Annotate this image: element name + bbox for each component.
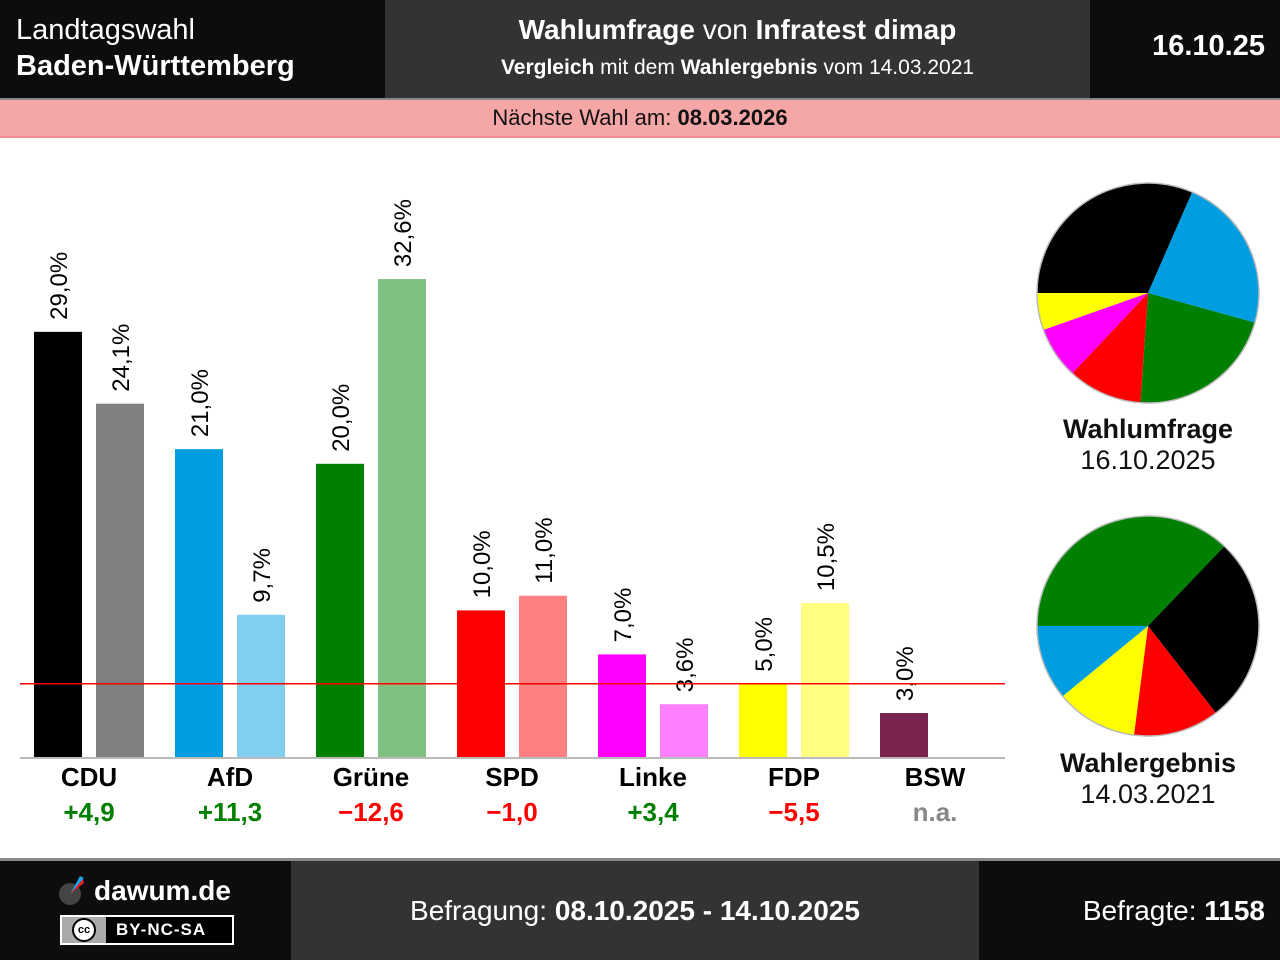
pie-poll-title: Wahlumfrage xyxy=(1062,414,1233,444)
subtitle-bold-a: Vergleich xyxy=(500,56,595,79)
license-text: BY-NC-SA xyxy=(116,920,207,939)
change-label-linke: +3,4 xyxy=(627,797,679,827)
next-election-date: 08.03.2026 xyxy=(677,105,788,130)
bar-poll-linke xyxy=(598,654,646,757)
bar-poll-bsw xyxy=(880,713,928,757)
license-badge[interactable]: cc BY-NC-SA xyxy=(60,915,234,945)
dawum-logo-icon xyxy=(59,876,84,905)
bar-result-afd xyxy=(237,614,285,757)
value-label-poll-grüne: 20,0% xyxy=(328,384,355,452)
survey-period-label: Befragung: xyxy=(410,895,555,926)
value-label-poll-bsw: 3,0% xyxy=(892,646,919,701)
respondents-label: Befragte: xyxy=(1082,895,1205,926)
value-label-poll-spd: 10,0% xyxy=(469,530,496,598)
respondents: Befragte: 1158 xyxy=(979,861,1280,960)
change-label-cdu: +4,9 xyxy=(63,797,114,827)
pie-slice-afd xyxy=(1037,626,1148,697)
pie-chart-result xyxy=(1036,515,1260,737)
pie-slice-cdu xyxy=(1148,546,1259,713)
comparison-subtitle: Vergleich mit dem Wahlergebnis vom 14.03… xyxy=(385,56,1090,80)
pie-slice-cdu xyxy=(1037,183,1193,293)
state-name: Baden-Württemberg xyxy=(16,50,295,82)
change-label-fdp: −5,5 xyxy=(768,797,819,827)
value-label-poll-cdu: 29,0% xyxy=(46,252,73,320)
change-label-afd: +11,3 xyxy=(198,797,262,827)
header-divider xyxy=(0,98,1280,100)
category-label-fdp: FDP xyxy=(768,762,820,792)
bar-result-linke xyxy=(660,704,708,757)
cc-icon-wrap: cc xyxy=(62,917,106,943)
election-type: Landtagswahl xyxy=(16,14,195,46)
pie-poll-date: 16.10.2025 xyxy=(1080,445,1216,475)
value-label-poll-afd: 21,0% xyxy=(187,369,214,437)
bar-poll-cdu xyxy=(34,331,82,757)
pie-result-caption: Wahlergebnis 14.03.2021 xyxy=(1038,748,1258,810)
poll-title-word: Wahlumfrage xyxy=(518,14,695,45)
subtitle-bold-b: Wahlergebnis xyxy=(680,56,818,79)
next-election-banner: Nächste Wahl am: 08.03.2026 xyxy=(0,100,1280,138)
pie-slice-grüne xyxy=(1037,516,1225,626)
bar-result-spd xyxy=(519,595,567,757)
header-title: Wahlumfrage von Infratest dimap Vergleic… xyxy=(385,0,1090,98)
pie-result-date: 14.03.2021 xyxy=(1080,779,1216,809)
pie-outline xyxy=(1036,182,1260,404)
change-label-bsw: n.a. xyxy=(913,797,958,827)
change-label-spd: −1,0 xyxy=(486,797,537,827)
poll-title-von: von xyxy=(694,14,756,45)
value-label-result-afd: 9,7% xyxy=(249,548,276,603)
footer-divider xyxy=(0,858,1280,861)
bar-poll-fdp xyxy=(739,683,787,757)
bar-result-cdu xyxy=(96,403,144,757)
change-label-grüne: −12,6 xyxy=(338,797,404,827)
pie-slice-fdp xyxy=(1062,626,1148,736)
pie-outline xyxy=(1036,515,1260,737)
header-date: 16.10.25 xyxy=(1090,0,1280,98)
pie-slice-grüne xyxy=(1140,293,1255,403)
site-name[interactable]: dawum.de xyxy=(94,875,231,906)
pie-chart-poll xyxy=(1036,182,1260,404)
pie-slice-linke xyxy=(1043,293,1148,374)
cc-icon: cc xyxy=(72,918,96,942)
pie-poll-caption: Wahlumfrage 16.10.2025 xyxy=(1038,414,1258,476)
pie-slice-spd xyxy=(1072,293,1148,403)
value-label-poll-linke: 7,0% xyxy=(610,588,637,643)
header-state: Landtagswahl Baden-Württemberg xyxy=(0,0,385,98)
category-label-spd: SPD xyxy=(485,762,538,792)
bar-poll-afd xyxy=(175,449,223,757)
bar-result-fdp xyxy=(801,603,849,757)
bar-chart: 29,0% 24,1% CDU +4,9 21,0% 9,7% AfD +11,3 20,0% 3… xyxy=(20,199,1005,827)
category-label-bsw: BSW xyxy=(905,762,966,792)
category-label-afd: AfD xyxy=(207,762,253,792)
survey-period-value: 08.10.2025 - 14.10.2025 xyxy=(554,895,860,926)
pie-result-title: Wahlergebnis xyxy=(1059,748,1237,778)
subtitle-date: vom 14.03.2021 xyxy=(817,56,975,79)
value-label-result-grüne: 32,6% xyxy=(390,199,417,267)
subtitle-normal-a: mit dem xyxy=(594,56,681,79)
respondents-count: 1158 xyxy=(1204,895,1265,926)
value-label-result-cdu: 24,1% xyxy=(108,324,135,392)
bar-poll-grüne xyxy=(316,463,364,757)
category-label-cdu: CDU xyxy=(61,762,117,792)
poll-title: Wahlumfrage von Infratest dimap xyxy=(385,14,1090,46)
poll-date-short: 16.10.25 xyxy=(1152,30,1265,62)
footer-brand: dawum.de cc BY-NC-SA xyxy=(0,861,291,960)
site-logo[interactable]: dawum.de xyxy=(58,875,231,907)
survey-period: Befragung: 08.10.2025 - 14.10.2025 xyxy=(291,861,979,960)
next-election-label: Nächste Wahl am: xyxy=(492,105,678,130)
value-label-result-fdp: 10,5% xyxy=(813,523,840,591)
pie-slice-fdp xyxy=(1037,293,1148,330)
pie-slice-afd xyxy=(1148,192,1259,323)
pollster-name: Infratest dimap xyxy=(755,14,957,45)
bar-result-grüne xyxy=(378,279,426,757)
pie-slice-spd xyxy=(1133,626,1217,736)
value-label-result-spd: 11,0% xyxy=(531,517,558,583)
value-label-poll-fdp: 5,0% xyxy=(751,617,778,672)
category-label-grüne: Grüne xyxy=(333,762,410,792)
category-label-linke: Linke xyxy=(619,762,687,792)
